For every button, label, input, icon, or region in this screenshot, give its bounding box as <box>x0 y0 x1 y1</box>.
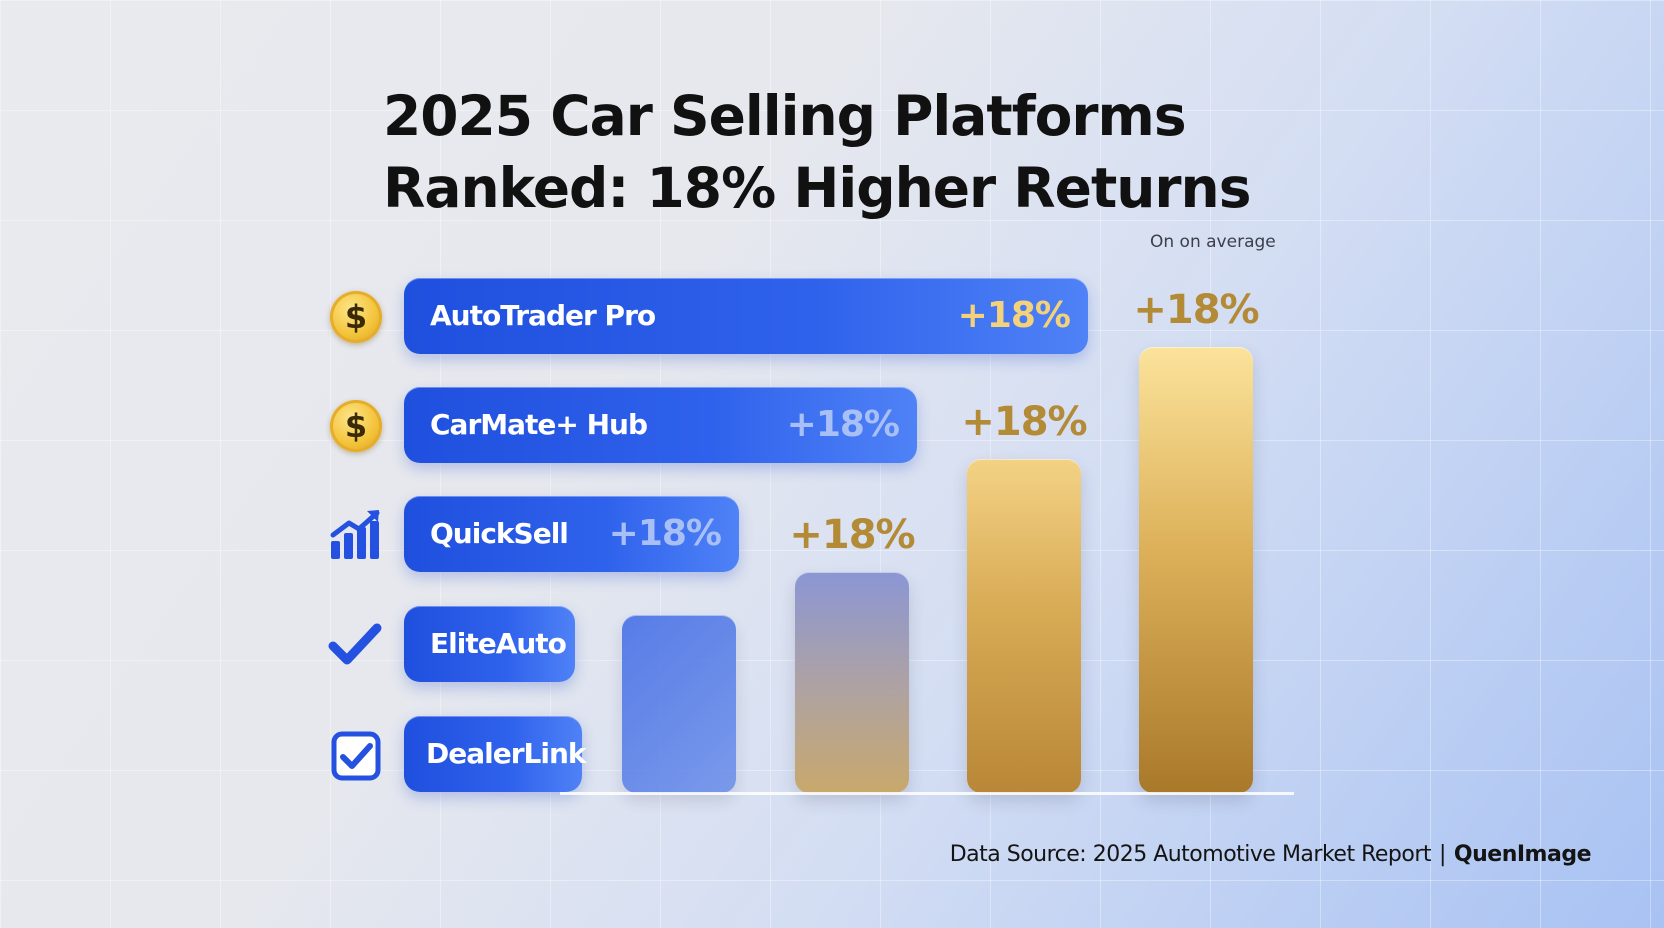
platform-bar: EliteAuto <box>404 606 575 682</box>
page-title: 2025 Car Selling Platforms Ranked: 18% H… <box>383 80 1251 224</box>
platform-bar: CarMate+ Hub +18% <box>404 387 917 463</box>
platform-value-label: +18% <box>786 404 900 445</box>
platform-bar: DealerLink <box>404 716 587 792</box>
platform-name: EliteAuto <box>430 627 567 660</box>
subtitle: On on average <box>1150 232 1276 252</box>
platform-bar: QuickSell +18% <box>404 496 739 572</box>
footer-separator: | <box>1439 842 1446 867</box>
platform-value-label: +18% <box>608 513 722 554</box>
column-value-label: +18% <box>1133 287 1259 333</box>
checkmark-icon <box>328 623 382 665</box>
return-column <box>795 572 909 793</box>
checkbox-icon <box>331 731 381 781</box>
data-source-footer: Data Source: 2025 Automotive Market Repo… <box>949 842 1592 867</box>
platform-name: QuickSell <box>430 517 569 550</box>
platform-name: DealerLink <box>426 737 587 770</box>
platform-name: AutoTrader Pro <box>430 299 656 332</box>
data-source-text: Data Source: 2025 Automotive Market Repo… <box>949 842 1432 867</box>
dollar-coin-icon: $ <box>330 291 382 343</box>
column-value-label: +18% <box>789 512 915 558</box>
platform-value-label: +18% <box>957 295 1071 336</box>
title-line-1: 2025 Car Selling Platforms <box>383 84 1187 148</box>
bar-chart-up-icon <box>330 510 380 559</box>
title-line-2: Ranked: 18% Higher Returns <box>383 156 1251 220</box>
chart-baseline <box>560 792 1294 795</box>
brand-name: QuenImage <box>1453 842 1592 867</box>
platform-bar: AutoTrader Pro +18% <box>404 278 1088 354</box>
return-column <box>622 615 736 793</box>
column-value-label: +18% <box>961 399 1087 445</box>
dollar-coin-icon: $ <box>330 400 382 452</box>
return-column <box>967 459 1081 793</box>
platform-name: CarMate+ Hub <box>430 408 648 441</box>
return-column <box>1139 347 1253 793</box>
